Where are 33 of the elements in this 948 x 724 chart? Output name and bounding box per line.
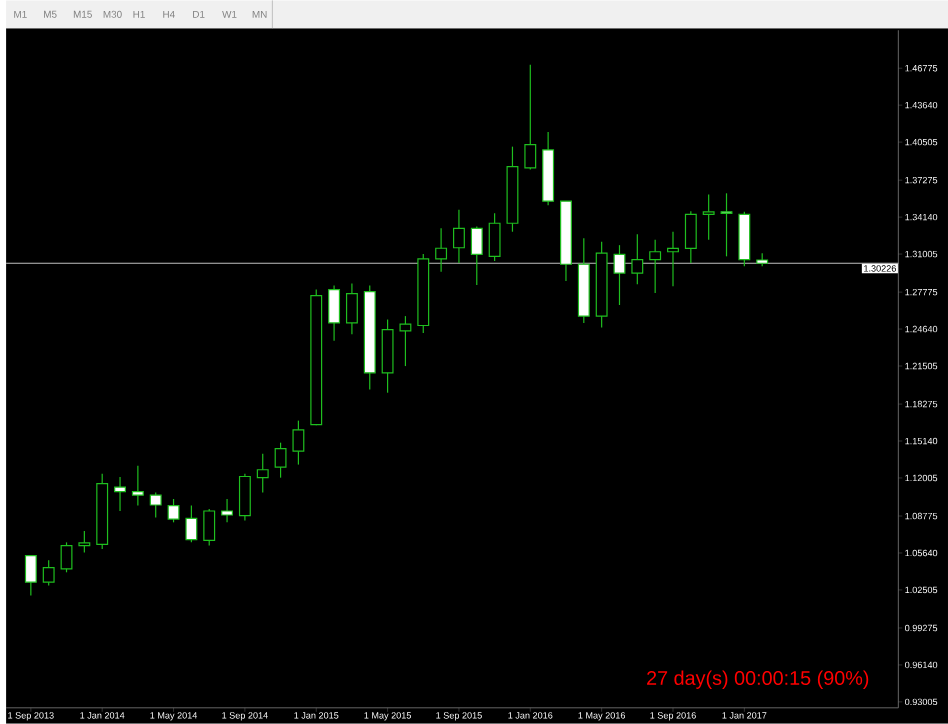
candlestick (167, 498, 180, 524)
candlestick (684, 210, 697, 264)
candlestick (256, 453, 269, 494)
candlestick (702, 194, 715, 241)
candlestick (274, 442, 287, 479)
annotation: 27 day(s) 00:00:15 (90%) (647, 670, 869, 690)
candlestick (114, 476, 126, 512)
candlestick (453, 209, 465, 264)
candlestick (292, 420, 305, 466)
candlestick (470, 225, 483, 286)
candlestick (238, 473, 251, 522)
candlestick (60, 541, 73, 574)
candlestick (78, 530, 91, 554)
candlestick (345, 283, 358, 335)
candlestick (24, 554, 37, 597)
candlestick (613, 244, 626, 306)
candlestick (221, 498, 234, 524)
candlestick (667, 231, 679, 288)
candlestick (720, 192, 733, 258)
candlestick (399, 315, 412, 367)
candlestick (435, 227, 448, 273)
candlestick (524, 64, 537, 171)
candlestick (149, 492, 162, 519)
candlestick (328, 285, 341, 342)
candlestick (203, 508, 216, 547)
candlestick (738, 211, 751, 267)
candlestick (649, 239, 662, 294)
candlestick (185, 505, 198, 544)
candlestick (488, 212, 501, 262)
candlestick (42, 559, 55, 587)
candlestick (631, 233, 644, 285)
candlestick (381, 319, 394, 394)
candlestick (131, 465, 144, 507)
